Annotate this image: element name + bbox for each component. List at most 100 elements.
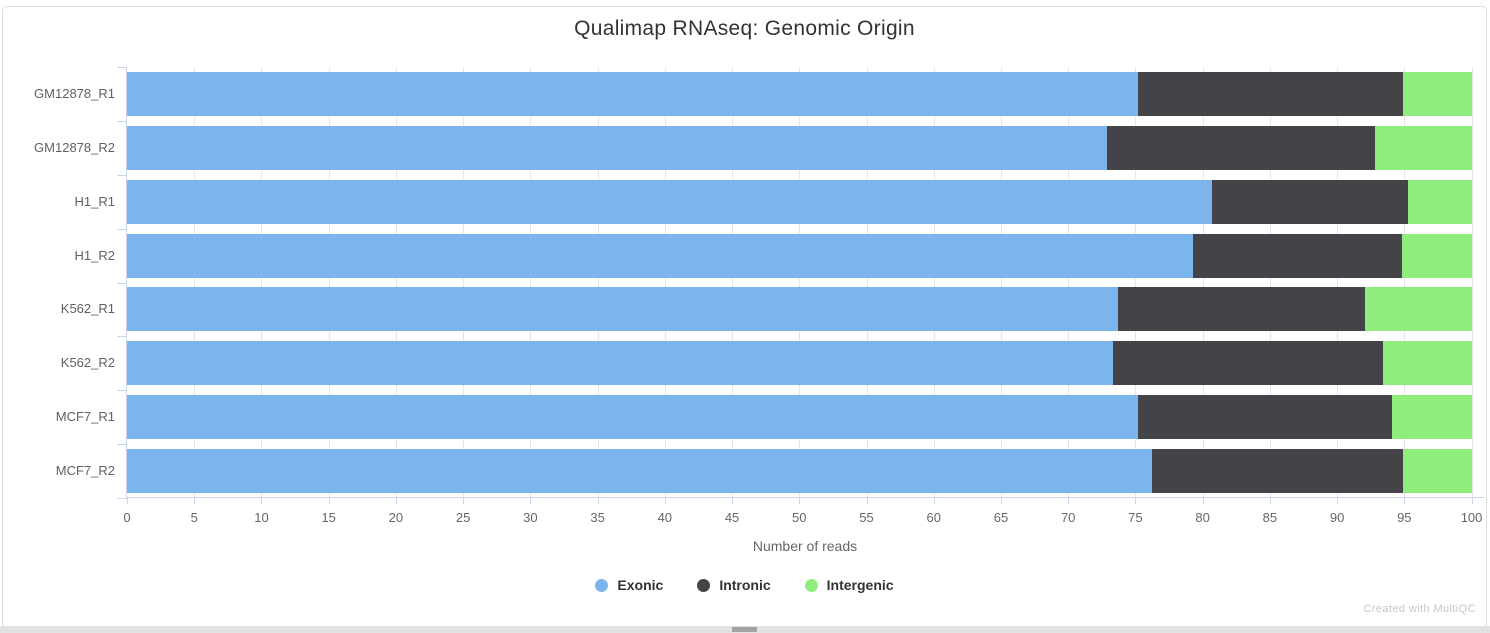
gridline [328,67,330,497]
legend-label: Intergenic [826,577,894,593]
x-tick-label: 60 [926,510,941,525]
category-axis-tick [117,282,127,284]
gridline [664,67,666,497]
bar-segment-intronic[interactable] [1138,395,1393,440]
bar-segment-intronic[interactable] [1193,233,1402,278]
x-axis-tick [1471,498,1473,504]
bar-row [127,287,1472,332]
x-tick-label: 70 [1060,510,1076,525]
bar-segment-exonic[interactable] [127,287,1118,332]
category-axis-tick [117,120,127,122]
x-axis-tick [597,498,599,504]
x-axis-tick [1202,498,1204,504]
x-axis-tick [1404,498,1406,504]
x-tick-label: 5 [190,510,198,525]
bar-segment-intronic[interactable] [1138,71,1403,116]
x-axis-tick [1068,498,1070,504]
gridline [395,67,397,497]
chart-title: Qualimap RNAseq: Genomic Origin [574,17,915,40]
bar-segment-intergenic[interactable] [1402,449,1472,494]
gridline [261,67,263,497]
legend-label: Intronic [719,577,771,593]
gridline [1000,67,1002,497]
x-tick-label: 100 [1460,510,1483,525]
bar-row [127,395,1472,440]
bar-segment-exonic[interactable] [127,341,1113,386]
x-axis-tick [395,498,397,504]
bar-segment-exonic[interactable] [127,395,1139,440]
legend: Exonic Intronic Intergenic [3,577,1486,593]
category-axis-tick [117,174,127,176]
x-axis-tick [866,498,868,504]
bar-segment-intergenic[interactable] [1408,179,1472,224]
x-axis-tick [1135,498,1137,504]
category-axis-tick [117,67,127,68]
scrollbar-thumb[interactable] [732,627,757,632]
bar-segment-exonic[interactable] [127,233,1194,278]
bar-row [127,449,1472,494]
gridline [866,67,868,497]
x-tick-label: 0 [123,510,131,525]
x-axis-tick [933,498,935,504]
x-tick-label: 25 [455,510,471,525]
bar-segment-exonic[interactable] [127,125,1108,170]
category-axis-tick [117,498,127,499]
gridline [1471,67,1473,497]
bar-segment-intronic[interactable] [1112,341,1383,386]
x-axis-tick [194,498,196,504]
legend-marker-icon [595,578,609,592]
y-axis-label: GM12878_R1 [34,85,115,101]
credit-text: Created with MultiQC [1363,603,1476,615]
legend-label: Exonic [617,577,664,593]
category-axis-tick [117,444,127,446]
bar-segment-intergenic[interactable] [1392,395,1472,440]
x-axis-tick [1269,498,1271,504]
gridline [194,67,196,497]
gridline [1404,67,1406,497]
horizontal-scrollbar[interactable] [0,626,1490,633]
y-axis-label: MCF7_R2 [55,463,115,479]
x-tick-label: 50 [792,510,807,525]
bar-segment-intergenic[interactable] [1382,341,1472,386]
bar-segment-intergenic[interactable] [1402,71,1472,116]
legend-marker-icon [697,578,711,592]
bar-segment-exonic[interactable] [127,179,1213,224]
bar-segment-intronic[interactable] [1151,449,1403,494]
bar-segment-intronic[interactable] [1117,287,1366,332]
bar-segment-intergenic[interactable] [1401,233,1472,278]
x-tick-label: 90 [1329,510,1345,525]
x-axis-tick [127,498,128,504]
x-tick-label: 40 [657,510,673,525]
category-axis-tick [117,336,127,338]
x-tick-label: 45 [724,510,740,525]
legend-item-intergenic[interactable]: Intergenic [804,577,894,593]
x-axis-tick [1337,498,1339,504]
y-axis-label: H1_R1 [74,193,115,209]
x-axis-tick [328,498,330,504]
x-axis-tick [732,498,734,504]
legend-item-exonic[interactable]: Exonic [595,577,663,593]
bar-row [127,125,1472,170]
gridline [732,67,734,497]
bar-row [127,71,1472,116]
bar-segment-exonic[interactable] [127,449,1152,494]
legend-item-intronic[interactable]: Intronic [697,577,771,593]
bar-segment-intronic[interactable] [1107,125,1375,170]
bar-row [127,341,1472,386]
gridline [1068,67,1070,497]
gridline [597,67,599,497]
bar-segment-intergenic[interactable] [1374,125,1472,170]
gridline [1135,67,1137,497]
y-axis-label: K562_R2 [60,355,115,371]
bar-segment-intronic[interactable] [1212,179,1409,224]
chart-panel: Qualimap RNAseq: Genomic Origin 0 5 10 15 20… [2,6,1487,628]
bar-segment-exonic[interactable] [127,71,1139,116]
x-tick-label: 80 [1195,510,1210,525]
x-axis-tick [463,498,465,504]
gridline [463,67,465,497]
gridline [530,67,532,497]
x-axis-title: Number of reads [752,538,858,554]
x-axis-tick [1000,498,1002,504]
bar-segment-intergenic[interactable] [1365,287,1472,332]
x-tick-label: 55 [859,510,874,525]
